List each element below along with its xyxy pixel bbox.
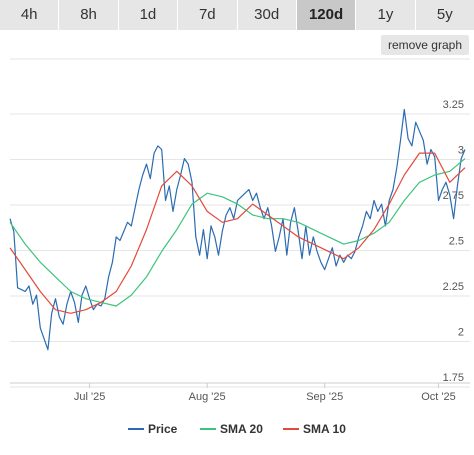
series-line-sma-20 bbox=[9, 158, 466, 307]
legend-label: SMA 20 bbox=[220, 422, 263, 436]
tab-120d[interactable]: 120d bbox=[296, 0, 357, 30]
remove-graph-button[interactable]: remove graph bbox=[380, 35, 469, 55]
tab-8h[interactable]: 8h bbox=[59, 0, 119, 30]
x-tick-label: Jul '25 bbox=[74, 391, 105, 403]
legend-label: SMA 10 bbox=[303, 422, 346, 436]
tab-4h[interactable]: 4h bbox=[0, 0, 60, 30]
y-tick-label: 2.75 bbox=[443, 190, 464, 202]
tab-1y[interactable]: 1y bbox=[356, 0, 416, 30]
tab-5y[interactable]: 5y bbox=[415, 0, 474, 30]
series-line-sma-10 bbox=[9, 152, 466, 314]
legend-label: Price bbox=[148, 422, 178, 436]
tab-30d[interactable]: 30d bbox=[237, 0, 297, 30]
y-tick-label: 3.25 bbox=[443, 99, 464, 111]
y-tick-label: 1.75 bbox=[443, 372, 464, 384]
y-tick-label: 2.5 bbox=[449, 236, 464, 248]
x-tick-label: Aug '25 bbox=[189, 391, 226, 403]
time-range-tabs: 4h 8h 1d 7d 30d 120d 1y 5y bbox=[0, 0, 474, 30]
series-line-price bbox=[9, 108, 466, 351]
tab-1d[interactable]: 1d bbox=[118, 0, 179, 30]
y-tick-label: 3 bbox=[458, 145, 464, 157]
x-tick-label: Sep '25 bbox=[306, 391, 343, 403]
tab-7d[interactable]: 7d bbox=[178, 0, 238, 30]
x-tick-label: Oct '25 bbox=[421, 391, 456, 403]
y-tick-label: 2 bbox=[458, 327, 464, 339]
y-tick-label: 2.25 bbox=[443, 281, 464, 293]
